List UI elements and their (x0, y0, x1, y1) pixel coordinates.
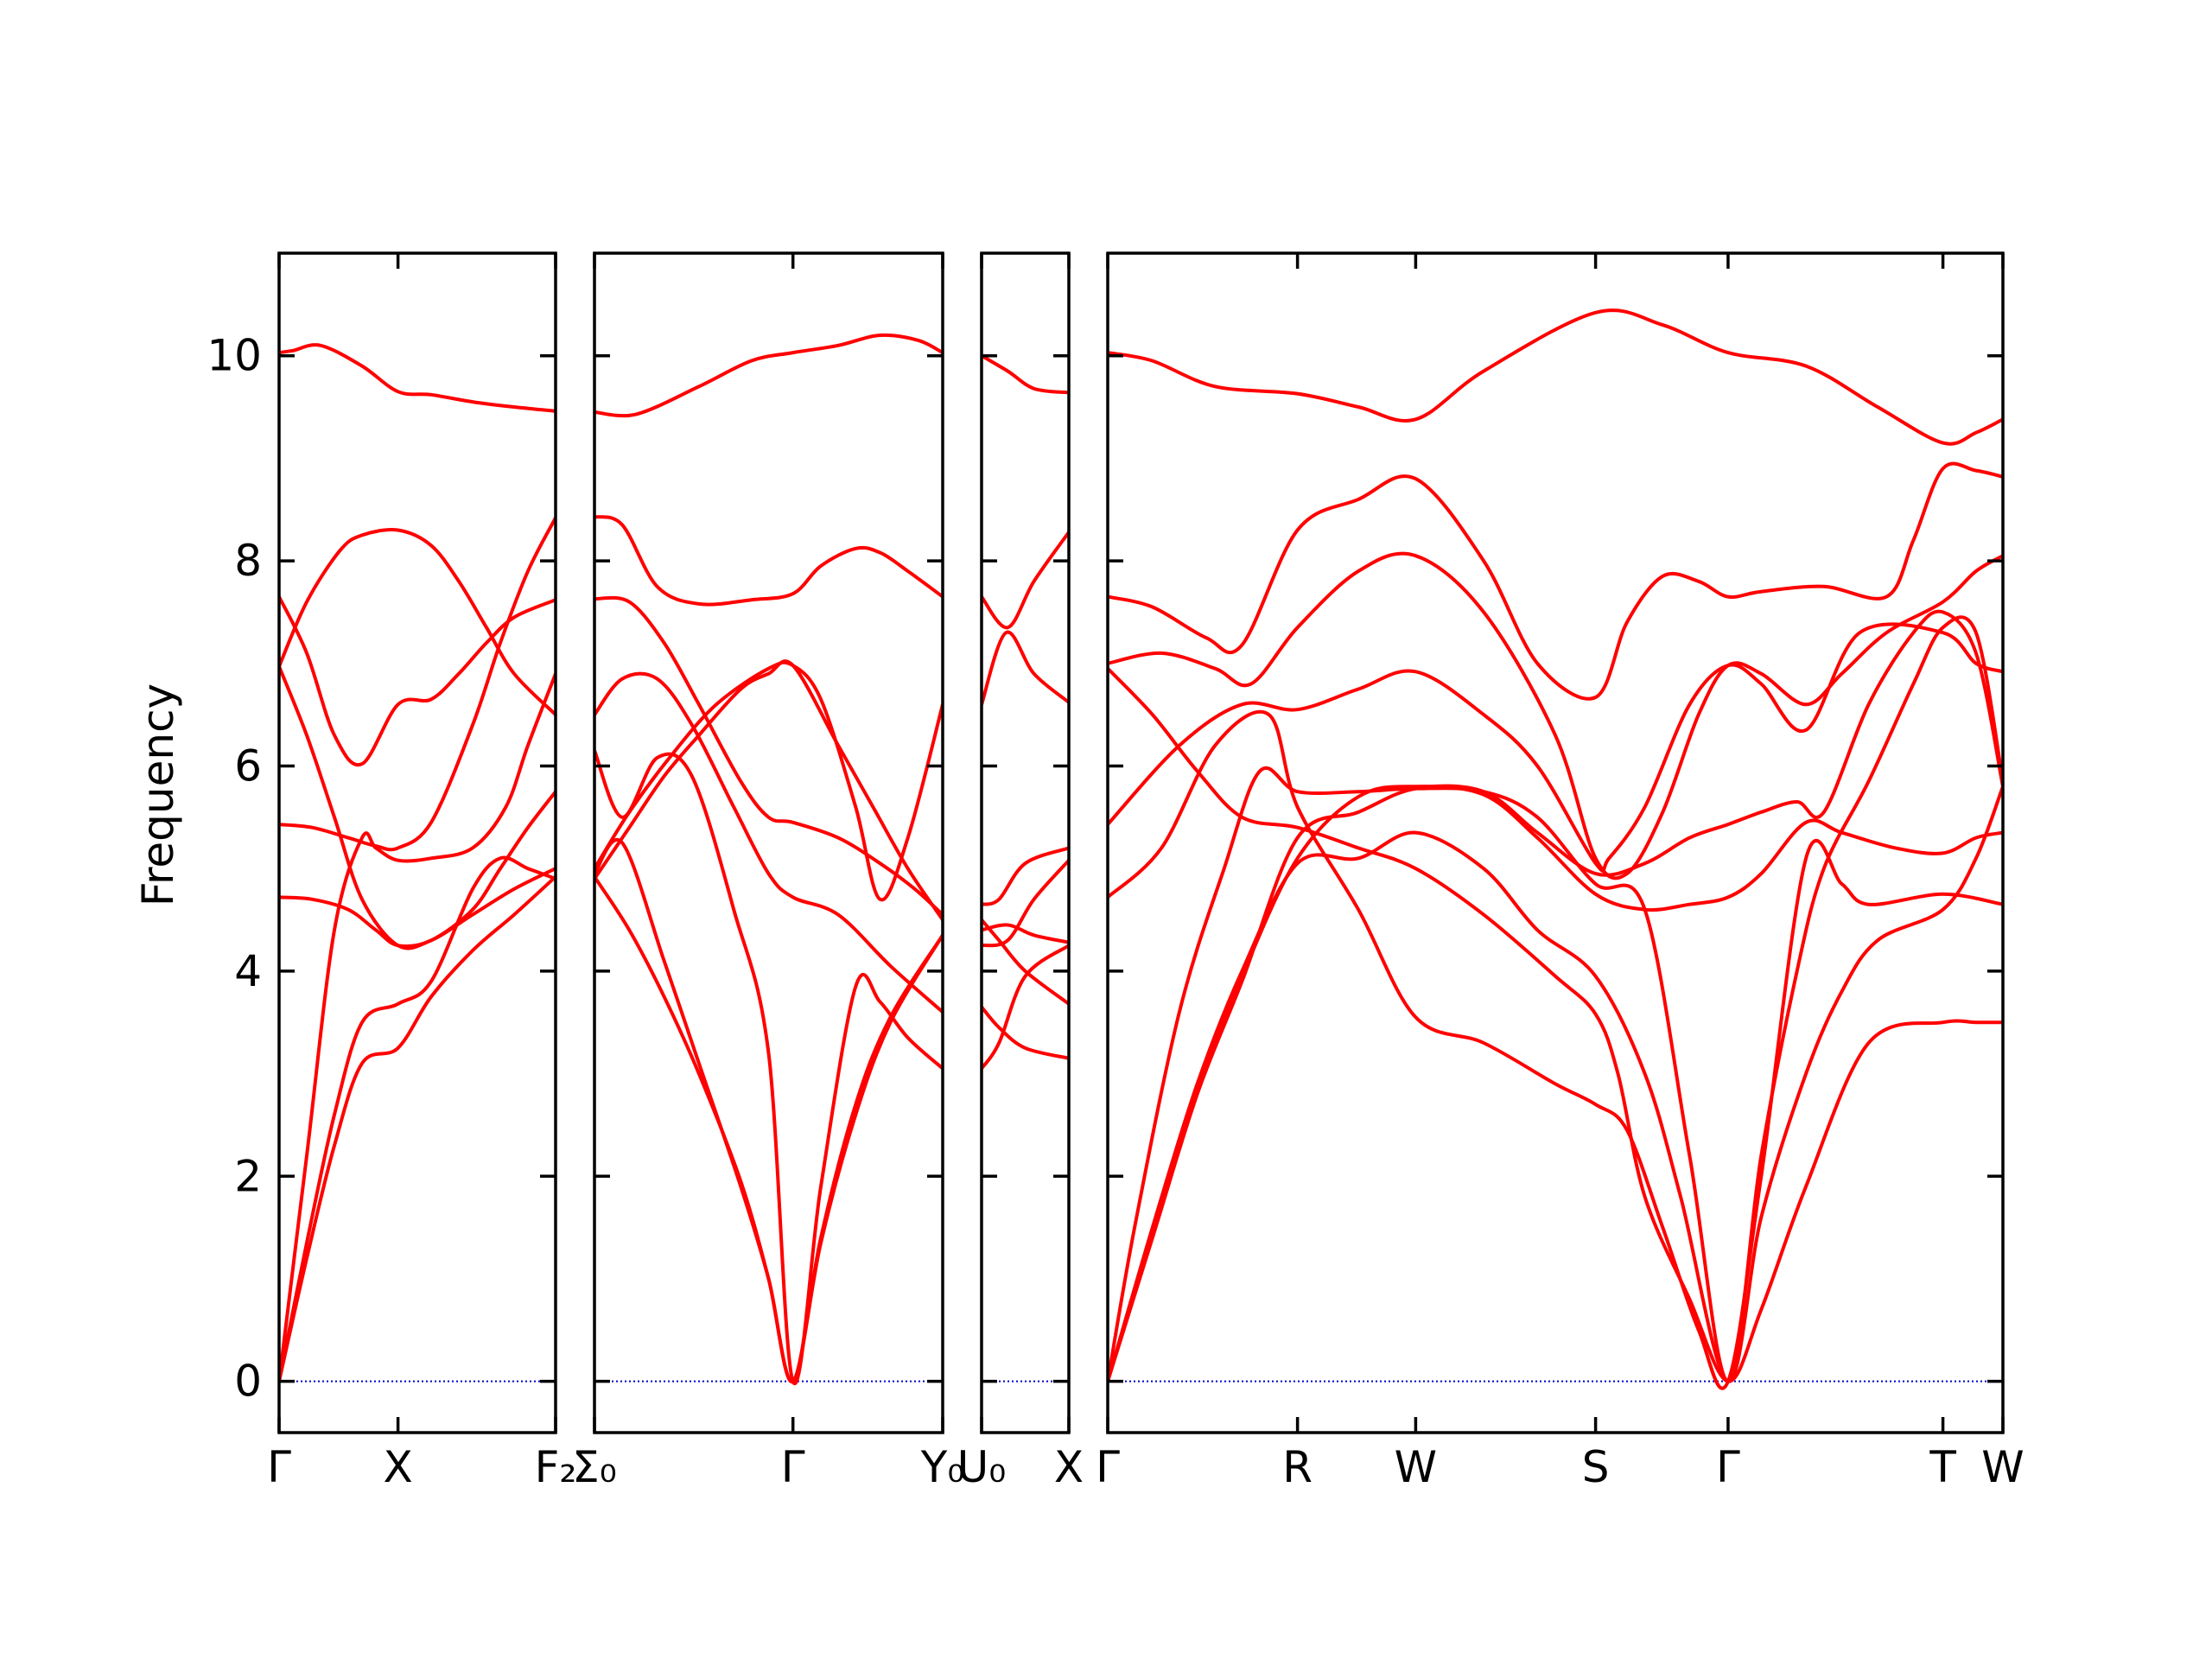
x-tick-label: W (1395, 1442, 1437, 1492)
x-tick-label: Γ (1096, 1442, 1120, 1492)
x-tick-label: Γ (781, 1442, 805, 1492)
band-line-1 (1108, 308, 2003, 446)
band-line-9 (1108, 785, 2003, 1383)
band-lines (279, 343, 556, 1383)
band-line-4 (279, 664, 556, 950)
band-line-6 (1108, 666, 2003, 1383)
band-lines (594, 333, 943, 1386)
x-tick-label: W (1981, 1442, 2024, 1492)
y-tick-label: 2 (234, 1151, 262, 1201)
band-line-2 (982, 530, 1069, 630)
x-tick-label: Γ (1716, 1442, 1740, 1492)
band-line-5 (982, 923, 1069, 944)
y-tick-label: 6 (234, 741, 262, 791)
x-tick-label: Σ₀ (572, 1442, 617, 1492)
x-tick-label: Γ (267, 1442, 291, 1492)
panel-frame (980, 251, 1071, 1434)
band-line-1 (594, 333, 943, 418)
band-line-9 (594, 659, 943, 922)
band-line-9 (982, 858, 1069, 948)
y-axis-title: Frequency (133, 683, 183, 906)
band-line-5 (594, 660, 943, 902)
band-lines (982, 353, 1069, 1071)
band-line-8 (279, 855, 556, 1383)
band-line-8 (1108, 785, 2003, 1383)
band-line-7 (982, 918, 1069, 1006)
band-line-3 (982, 630, 1069, 707)
band-line-8 (594, 874, 943, 1383)
band-line-4 (1108, 622, 2003, 874)
x-tick-label: U₀ (957, 1442, 1007, 1492)
band-line-6 (279, 790, 556, 949)
band-line-1 (982, 353, 1069, 395)
y-axis: 0 2 4 6 8 10 (207, 331, 262, 1407)
band-line-2 (279, 594, 556, 767)
band-line-3 (279, 528, 556, 717)
band-line-2 (1108, 461, 2003, 701)
x-tick-label: R (1282, 1442, 1313, 1492)
band-line-7 (1108, 615, 2003, 1383)
band-line-3 (1108, 551, 2003, 880)
x-tick-label: Y₀ (920, 1442, 965, 1492)
band-line-7 (279, 671, 556, 1383)
band-line-4 (594, 671, 943, 1014)
panel-2: Σ₀ Γ Y₀ (572, 251, 965, 1492)
x-tick-label: F₂ (535, 1442, 577, 1492)
y-tick-label: 10 (207, 331, 262, 381)
y-tick-label: 0 (234, 1357, 262, 1407)
band-line-3 (594, 595, 943, 917)
panel-frame (277, 251, 557, 1434)
band-line-4 (982, 846, 1069, 906)
y-tick-label: 4 (234, 946, 262, 996)
panel-1: Γ X F₂ (267, 251, 577, 1492)
x-tick-label: X (383, 1442, 412, 1492)
x-tick-label: S (1582, 1442, 1610, 1492)
band-line-6 (594, 748, 943, 1386)
panel-frame (1106, 251, 2005, 1434)
band-line-7 (594, 838, 943, 1383)
band-line-6 (982, 944, 1069, 1071)
band-line-8 (982, 1005, 1069, 1060)
band-line-2 (594, 515, 943, 607)
band-lines (1108, 308, 2003, 1390)
band-line-5 (279, 516, 556, 852)
panel-3: U₀ X (957, 251, 1084, 1492)
x-tick-label: X (1054, 1442, 1084, 1492)
y-tick-label: 8 (234, 536, 262, 586)
band-line-1 (279, 343, 556, 413)
band-line-10 (1108, 609, 2003, 1383)
x-tick-label: T (1929, 1442, 1956, 1492)
panel-frame (593, 251, 944, 1434)
band-line-9 (279, 874, 556, 1383)
